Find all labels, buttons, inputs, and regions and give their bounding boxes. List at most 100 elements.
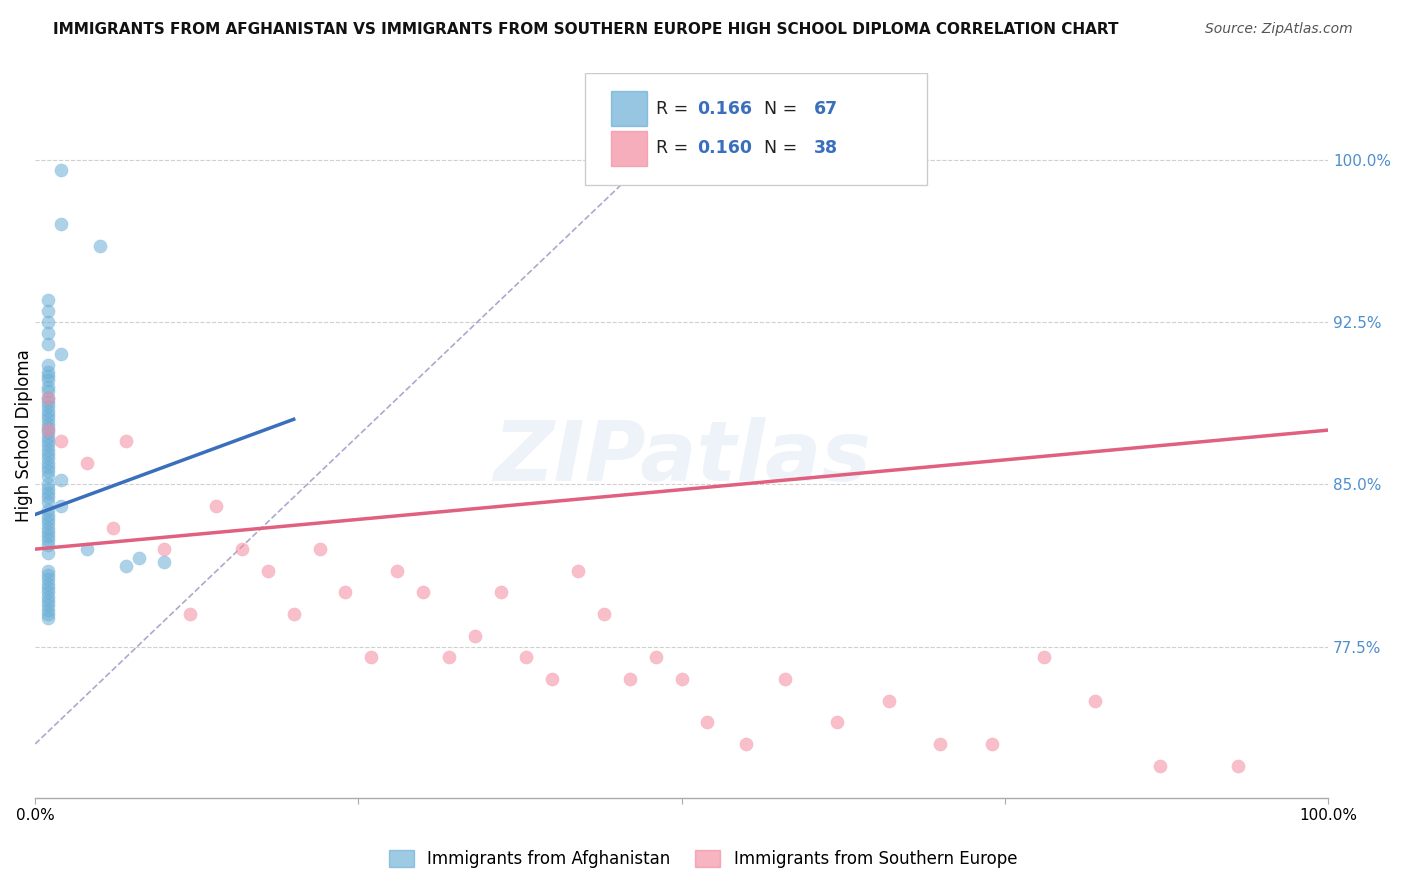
Point	[37, 315, 59, 329]
Point	[37, 607, 59, 621]
Point	[114, 434, 136, 448]
Point	[37, 434, 59, 448]
Point	[37, 611, 59, 625]
Point	[696, 715, 718, 730]
Point	[89, 239, 111, 253]
Point	[37, 425, 59, 440]
Point	[437, 650, 460, 665]
Point	[489, 585, 512, 599]
Point	[231, 542, 253, 557]
Point	[308, 542, 330, 557]
Text: ZIPatlas: ZIPatlas	[492, 417, 870, 498]
Point	[37, 380, 59, 394]
Point	[37, 494, 59, 508]
Point	[153, 555, 176, 569]
Point	[37, 486, 59, 500]
Point	[37, 603, 59, 617]
Point	[37, 524, 59, 539]
Point	[1149, 758, 1171, 772]
Point	[773, 672, 796, 686]
Point	[37, 538, 59, 552]
Point	[1084, 693, 1107, 707]
Text: 67: 67	[814, 100, 838, 118]
Text: R =: R =	[655, 139, 693, 157]
Point	[37, 365, 59, 379]
Text: 38: 38	[814, 139, 838, 157]
FancyBboxPatch shape	[610, 91, 647, 126]
Point	[114, 559, 136, 574]
Point	[37, 456, 59, 470]
Point	[37, 326, 59, 340]
Text: 0.160: 0.160	[697, 139, 752, 157]
Point	[37, 336, 59, 351]
Text: IMMIGRANTS FROM AFGHANISTAN VS IMMIGRANTS FROM SOUTHERN EUROPE HIGH SCHOOL DIPLO: IMMIGRANTS FROM AFGHANISTAN VS IMMIGRANT…	[53, 22, 1119, 37]
Point	[825, 715, 848, 730]
Text: 0.166: 0.166	[697, 100, 752, 118]
Point	[37, 529, 59, 543]
Point	[37, 477, 59, 491]
Text: R =: R =	[655, 100, 693, 118]
Point	[37, 459, 59, 474]
Point	[37, 576, 59, 591]
Point	[37, 520, 59, 534]
Point	[128, 550, 150, 565]
Point	[49, 434, 72, 448]
Point	[335, 585, 357, 599]
Point	[283, 607, 305, 621]
Point	[37, 508, 59, 522]
Point	[593, 607, 616, 621]
Point	[1032, 650, 1054, 665]
Point	[37, 568, 59, 582]
Point	[37, 304, 59, 318]
Point	[179, 607, 201, 621]
Point	[37, 512, 59, 526]
Point	[37, 391, 59, 405]
Point	[37, 442, 59, 457]
Point	[37, 358, 59, 372]
Point	[37, 599, 59, 613]
Point	[981, 737, 1004, 751]
Point	[37, 438, 59, 452]
Point	[37, 399, 59, 413]
Point	[37, 490, 59, 504]
Point	[360, 650, 382, 665]
Point	[257, 564, 280, 578]
Y-axis label: High School Diploma: High School Diploma	[15, 349, 32, 522]
Point	[205, 499, 228, 513]
Point	[37, 590, 59, 604]
Point	[37, 408, 59, 422]
Point	[49, 473, 72, 487]
Point	[735, 737, 758, 751]
Point	[412, 585, 434, 599]
Legend: Immigrants from Afghanistan, Immigrants from Southern Europe: Immigrants from Afghanistan, Immigrants …	[381, 842, 1025, 877]
Point	[101, 520, 124, 534]
Point	[515, 650, 537, 665]
Point	[877, 693, 900, 707]
Point	[37, 464, 59, 478]
Point	[37, 429, 59, 443]
Point	[76, 456, 98, 470]
Point	[37, 417, 59, 431]
Point	[37, 581, 59, 595]
Point	[37, 503, 59, 517]
Point	[49, 347, 72, 361]
Point	[37, 482, 59, 496]
Text: N =: N =	[752, 139, 803, 157]
Point	[37, 293, 59, 308]
Point	[567, 564, 589, 578]
Point	[37, 391, 59, 405]
Point	[37, 468, 59, 483]
Text: N =: N =	[752, 100, 803, 118]
Point	[37, 546, 59, 560]
Point	[671, 672, 693, 686]
Point	[37, 573, 59, 587]
Point	[37, 516, 59, 531]
Point	[37, 384, 59, 399]
Point	[49, 499, 72, 513]
Point	[644, 650, 666, 665]
Point	[37, 564, 59, 578]
Point	[37, 421, 59, 435]
Point	[76, 542, 98, 557]
Point	[153, 542, 176, 557]
Point	[541, 672, 564, 686]
